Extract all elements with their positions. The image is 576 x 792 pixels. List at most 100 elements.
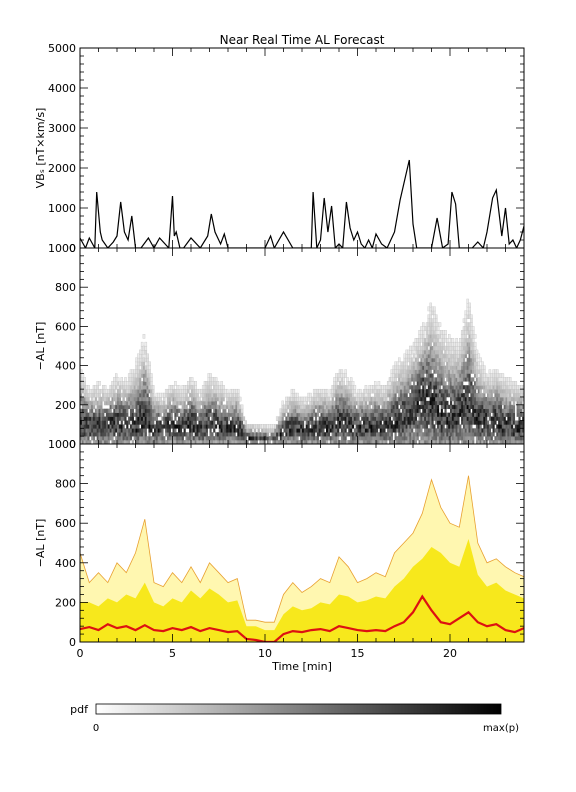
heatmap-cell [150, 396, 153, 402]
heatmap-cell [477, 424, 480, 429]
heatmap-cell [111, 412, 114, 417]
heatmap-cell [331, 424, 334, 429]
heatmap-cell [350, 416, 353, 421]
heatmap-cell [305, 432, 308, 437]
heatmap-cell [351, 436, 355, 441]
heatmap-cell [207, 400, 210, 406]
heatmap-cell [388, 420, 392, 425]
heatmap-cell [520, 432, 523, 437]
heatmap-cell [401, 381, 405, 386]
heatmap-cell [455, 440, 458, 444]
heatmap-cell [183, 428, 186, 433]
heatmap-cell [146, 385, 149, 390]
heatmap-cell [450, 424, 453, 429]
heatmap-cell [214, 377, 218, 382]
heatmap-cell [144, 396, 147, 402]
heatmap-cell [213, 428, 216, 433]
heatmap-cell [496, 428, 499, 433]
heatmap-cell [483, 400, 486, 406]
heatmap-cell [509, 404, 512, 410]
heatmap-cell [481, 420, 484, 425]
heatmap-cell [381, 404, 384, 410]
heatmap-cell [381, 408, 384, 413]
heatmap-cell [440, 377, 443, 382]
heatmap-cell [466, 424, 469, 429]
heatmap-cell [414, 420, 417, 425]
heatmap-cell [87, 436, 90, 441]
heatmap-cell [336, 377, 340, 382]
heatmap-cell [205, 440, 208, 444]
heatmap-cell [105, 424, 109, 429]
heatmap-cell [448, 412, 451, 417]
heatmap-cell [348, 416, 351, 421]
heatmap-cell [163, 440, 166, 444]
heatmap-cell [464, 400, 467, 406]
heatmap-cell [205, 428, 208, 433]
heatmap-cell [376, 416, 379, 421]
heatmap-cell [135, 432, 138, 437]
heatmap-cell [170, 436, 173, 441]
heatmap-cell [407, 408, 410, 413]
heatmap-cell [479, 404, 482, 410]
heatmap-cell [444, 330, 447, 335]
heatmap-cell [83, 404, 86, 410]
heatmap-cell [461, 400, 464, 406]
heatmap-cell [151, 388, 155, 394]
heatmap-cell [350, 428, 353, 433]
heatmap-cell [163, 412, 166, 417]
heatmap-cell [427, 361, 430, 366]
heatmap-cell [453, 424, 456, 429]
heatmap-cell [337, 393, 340, 398]
heatmap-cell [113, 432, 116, 437]
vbs-axis-label: VBₛ [nT×km/s] [34, 108, 47, 189]
heatmap-cell [83, 381, 86, 386]
heatmap-cell [316, 428, 319, 433]
heatmap-cell [100, 432, 103, 437]
heatmap-cell [238, 396, 242, 402]
heatmap-cell [427, 369, 430, 374]
heatmap-cell [464, 428, 467, 433]
heatmap-cell [448, 404, 451, 410]
heatmap-cell [290, 420, 294, 425]
heatmap-cell [414, 393, 417, 398]
heatmap-cell [235, 400, 238, 406]
heatmap-cell [344, 424, 347, 429]
heatmap-cell [427, 349, 431, 355]
heatmap-cell [359, 436, 362, 441]
heatmap-cell [179, 440, 183, 444]
heatmap-cell [505, 404, 508, 410]
heatmap-cell [105, 436, 109, 441]
heatmap-cell [505, 412, 508, 417]
heatmap-cell [244, 436, 247, 441]
heatmap-cell [290, 424, 294, 429]
heatmap-cell [509, 420, 512, 425]
heatmap-cell [252, 440, 255, 444]
heatmap-cell [464, 389, 467, 394]
heatmap-cell [514, 420, 517, 425]
heatmap-cell [81, 416, 84, 421]
heatmap-cell [477, 416, 480, 421]
heatmap-cell [144, 412, 147, 417]
heatmap-cell [163, 400, 166, 406]
heatmap-cell [128, 404, 131, 410]
heatmap-cell [388, 404, 392, 410]
heatmap-cell [451, 436, 454, 441]
heatmap-cell [431, 408, 434, 413]
heatmap-cell [433, 393, 436, 398]
heatmap-cell [431, 377, 434, 382]
heatmap-cell [466, 298, 469, 304]
heatmap-cell [425, 365, 429, 370]
heatmap-cell [464, 396, 467, 402]
heatmap-cell [459, 377, 462, 382]
heatmap-cell [407, 385, 410, 390]
heatmap-cell [403, 416, 406, 421]
heatmap-cell [255, 440, 258, 444]
heatmap-cell [353, 385, 357, 390]
heatmap-cell [198, 408, 201, 413]
heatmap-cell [303, 416, 306, 421]
heatmap-cell [386, 381, 390, 386]
heatmap-cell [216, 404, 220, 410]
heatmap-cell [416, 389, 419, 394]
heatmap-cell [446, 338, 449, 343]
heatmap-cell [141, 396, 144, 402]
